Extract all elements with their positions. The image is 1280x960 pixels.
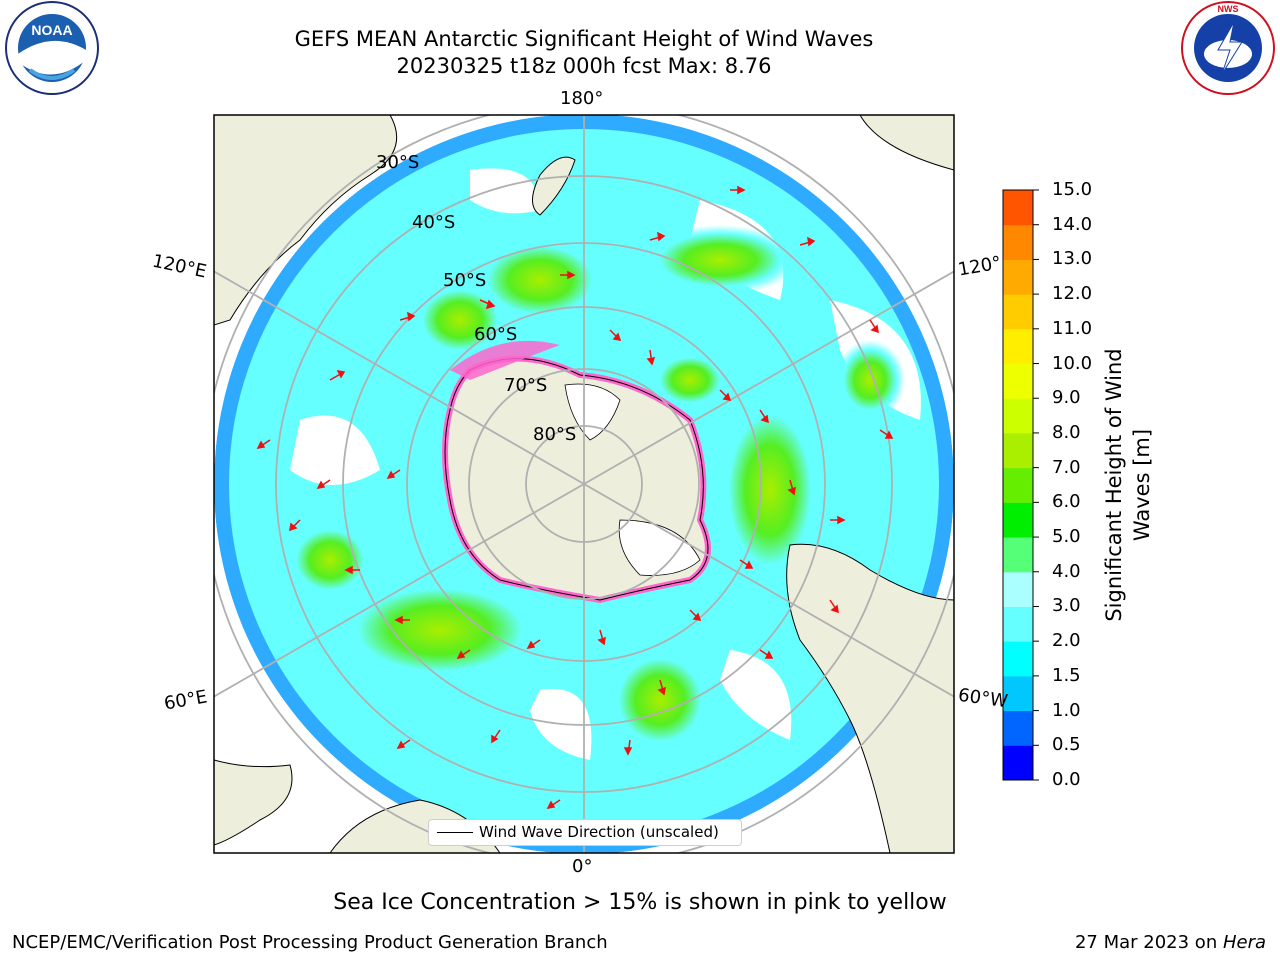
svg-text:NOAA: NOAA [31,22,72,38]
colorbar-segment [1003,294,1033,330]
colorbar-segment [1003,502,1033,538]
colorbar-segment [1003,328,1033,365]
colorbar-tick-label: 9.0 [1052,387,1081,409]
colorbar-segment [1003,641,1033,677]
colorbar-segment [1003,224,1033,260]
lon-label-180: 180° [560,88,604,109]
colorbar-tick-label: 15.0 [1052,179,1093,200]
colorbar-tick-label: 11.0 [1052,317,1093,339]
colorbar-tick-label: 3.0 [1052,595,1081,617]
lat-label-80s: 80°S [533,424,577,445]
colorbar-segment [1003,398,1033,434]
colorbar [1002,189,1039,781]
colorbar-segment [1003,467,1033,503]
map-title: GEFS MEAN Antarctic Significant Height o… [294,27,874,51]
lon-label-0: 0° [572,856,593,877]
lat-label-60s: 60°S [474,324,518,345]
colorbar-tick-label: 2.0 [1052,630,1081,652]
colorbar-segment [1003,745,1033,781]
sea-ice-caption: Sea Ice Concentration > 15% is shown in … [333,890,947,915]
colorbar-tick-label: 0.5 [1052,734,1081,756]
colorbar-segment [1003,537,1033,573]
lat-label-70s: 70°S [504,375,548,396]
footer-date-text: 27 Mar 2023 on [1074,932,1223,953]
colorbar-tick-label: 14.0 [1052,213,1093,235]
colorbar-segment [1003,571,1033,607]
colorbar-tick-label: 13.0 [1052,248,1093,270]
colorbar-segment [1003,675,1033,712]
colorbar-segment [1003,190,1033,226]
colorbar-tick-label: 12.0 [1052,283,1093,305]
colorbar-tick-label: 10.0 [1052,352,1093,374]
colorbar-tick-label: 7.0 [1052,456,1081,478]
colorbar-tick-label: 0.0 [1052,769,1081,790]
colorbar-segment [1003,606,1033,642]
colorbar-tick-label: 8.0 [1052,421,1081,443]
colorbar-tick-label: 6.0 [1052,491,1081,513]
colorbar-segment [1003,432,1033,469]
colorbar-frame [1002,189,1034,781]
map-subtitle: 20230325 t18z 000h fcst Max: 8.76 [396,54,772,78]
colorbar-segment [1003,259,1033,295]
footer-host: Hera [1222,932,1266,953]
svg-text:NWS: NWS [1218,4,1239,14]
legend-label: Wind Wave Direction (unscaled) [479,823,719,841]
colorbar-segment [1003,363,1033,399]
colorbar-tick-label: 1.5 [1052,664,1081,686]
colorbar-tick-label: 5.0 [1052,526,1081,548]
legend-line-sample [437,832,473,833]
lat-label-40s: 40°S [412,212,456,233]
wave-direction-legend: Wind Wave Direction (unscaled) [428,819,742,846]
colorbar-tick-label: 1.0 [1052,699,1081,721]
footer-date: 27 Mar 2023 on Hera [1075,932,1266,953]
noaa-logo: NOAA [5,1,99,95]
footer-credit: NCEP/EMC/Verification Post Processing Pr… [12,932,608,953]
lat-label-50s: 50°S [443,270,487,291]
colorbar-title: Significant Height of Wind Waves [m] [1102,348,1154,622]
colorbar-segment [1003,710,1033,746]
lat-label-30s: 30°S [376,152,420,173]
colorbar-tick-label: 4.0 [1052,560,1081,582]
nws-logo: NWS [1181,1,1275,95]
